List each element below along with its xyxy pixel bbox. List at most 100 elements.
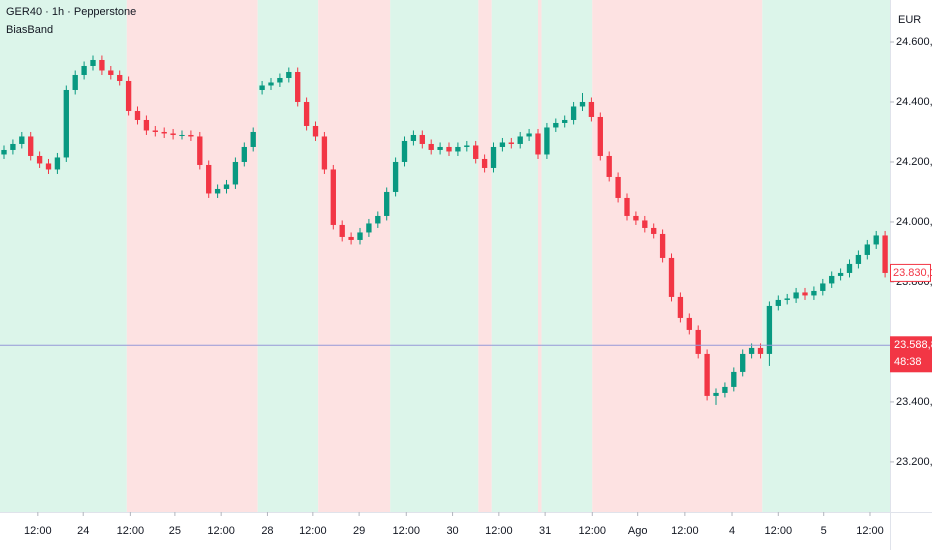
- candle-body: [321, 136, 328, 170]
- candle-body: [615, 176, 621, 198]
- candle-body: [579, 101, 586, 107]
- x-tick-label: 12:00: [671, 525, 699, 537]
- candle-body: [508, 142, 514, 144]
- candle-body: [455, 146, 461, 152]
- candle-body: [419, 134, 425, 144]
- candle-body: [562, 119, 568, 123]
- bias-band: [592, 0, 763, 512]
- candle-body: [36, 155, 43, 164]
- candle-body: [1, 149, 7, 155]
- bias-band: [318, 0, 391, 512]
- x-tick-label: 31: [539, 525, 551, 537]
- candle-body: [384, 191, 390, 216]
- candle-body: [357, 232, 363, 240]
- current-price-box: [890, 336, 932, 373]
- candle-body: [526, 133, 532, 137]
- candle-body: [72, 74, 78, 90]
- candle-body: [134, 110, 141, 120]
- x-tick-label: 12:00: [579, 525, 607, 537]
- candle-body: [250, 131, 256, 147]
- candle-body: [188, 134, 194, 137]
- candle-body: [268, 82, 274, 86]
- candle-body: [401, 140, 408, 162]
- candle-body: [713, 392, 719, 396]
- candle-body: [588, 101, 595, 117]
- candle-body: [570, 106, 577, 120]
- x-tick-label: 5: [821, 525, 827, 537]
- candle-body: [410, 134, 417, 141]
- candle-body: [392, 161, 399, 192]
- candle-body: [624, 197, 630, 216]
- candle-body: [286, 71, 292, 78]
- candle-body: [544, 127, 550, 155]
- y-tick-label: 24.400,0: [896, 96, 932, 108]
- y-tick-label: 24.200,0: [896, 156, 932, 168]
- bias-band: [390, 0, 479, 512]
- candle-body: [330, 169, 336, 225]
- candle-body: [659, 233, 666, 258]
- x-tick-label: 12:00: [24, 525, 52, 537]
- y-tick-label: 23.400,0: [896, 396, 932, 408]
- y-tick-label: 24.000,0: [896, 216, 932, 228]
- candle-body: [722, 386, 728, 393]
- candle-body: [766, 305, 773, 354]
- candle-body: [303, 101, 310, 126]
- candle-body: [197, 136, 203, 165]
- candle-body: [704, 353, 710, 396]
- candle-body: [633, 215, 639, 221]
- candle-body: [63, 89, 69, 158]
- x-tick-label: 25: [169, 525, 181, 537]
- chart-title: GER40 · 1h · Pepperstone: [6, 6, 136, 18]
- candle-body: [339, 224, 345, 237]
- candle-body: [642, 220, 648, 228]
- candle-body: [846, 263, 853, 273]
- x-tick-label: 12:00: [117, 525, 145, 537]
- x-tick-label: 12:00: [485, 525, 513, 537]
- candle-body: [277, 77, 283, 83]
- candle-body: [775, 299, 781, 306]
- candle-body: [882, 235, 888, 273]
- candle-body: [295, 71, 301, 102]
- candle-body: [793, 292, 799, 299]
- plot: [0, 0, 890, 512]
- candle-body: [731, 371, 737, 387]
- candle-body: [873, 235, 879, 245]
- candle-body: [259, 85, 265, 90]
- y-tick-label: 24.600,0: [896, 36, 932, 48]
- x-tick-label: 29: [353, 525, 365, 537]
- candle-body: [232, 161, 239, 185]
- candle-body: [312, 125, 319, 137]
- candle-body: [535, 133, 541, 155]
- x-tick-label: 12:00: [207, 525, 235, 537]
- bias-band: [257, 0, 319, 512]
- candle-body: [855, 254, 862, 264]
- candle-body: [864, 244, 870, 255]
- indicator-name: BiasBand: [6, 24, 53, 36]
- last-price-label: 23.830,1: [893, 267, 932, 279]
- candle-body: [45, 163, 52, 170]
- candle-body: [748, 347, 755, 354]
- y-tick-label: 23.200,0: [896, 456, 932, 468]
- candle-body: [597, 116, 603, 156]
- candle-body: [108, 70, 114, 75]
- candle-body: [90, 59, 96, 66]
- candle-body: [686, 317, 692, 330]
- candle-body: [481, 158, 488, 168]
- bias-band: [541, 0, 593, 512]
- candle-body: [473, 145, 479, 159]
- candle-body: [99, 59, 105, 71]
- candle-body: [802, 292, 808, 296]
- candle-body: [553, 122, 559, 128]
- candle-body: [28, 136, 34, 156]
- candle-body: [143, 119, 150, 131]
- candle-body: [428, 143, 434, 150]
- candle-body: [375, 215, 381, 224]
- bias-band: [478, 0, 492, 512]
- candle-body: [606, 155, 612, 177]
- bias-band: [491, 0, 539, 512]
- candle-body: [820, 283, 826, 291]
- candle-body: [366, 223, 372, 233]
- candle-body: [499, 142, 506, 147]
- bias-band: [126, 0, 258, 512]
